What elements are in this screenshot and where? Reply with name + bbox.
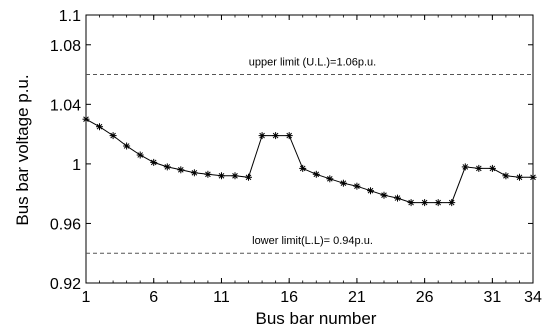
data-point [204,170,212,178]
asterisk-stroke [83,116,89,123]
asterisk-stroke [516,174,523,181]
data-point [394,194,401,202]
asterisk-stroke [503,172,509,179]
y-tick-label: 1 [72,157,81,174]
asterisk-stroke [110,132,116,139]
asterisk-stroke [177,166,184,173]
asterisk-stroke [381,192,387,199]
asterisk-stroke [408,199,414,206]
data-point [475,164,483,172]
x-tick-label: 21 [348,289,366,306]
asterisk-stroke [530,174,536,181]
series-line [85,118,533,204]
asterisk-stroke [96,123,103,130]
data-point [529,173,537,181]
data-point [258,132,266,140]
y-axis-title: Bus bar voltage p.u. [13,74,32,225]
data-point [421,199,429,207]
reference-line-label: lower limit(L.L)= 0.94p.u. [252,235,373,247]
asterisk-stroke [489,165,496,172]
asterisk-stroke [205,171,211,178]
data-point [82,115,90,123]
data-point [339,179,347,187]
data-point [285,132,293,140]
asterisk-stroke [245,174,252,181]
asterisk-stroke [435,199,442,206]
asterisk-stroke [340,180,347,187]
asterisk-stroke [421,199,428,206]
data-point [461,163,469,171]
data-point [150,158,158,166]
asterisk-stroke [448,199,455,206]
data-point [190,169,198,177]
y-tick-label: 0.96 [50,216,81,233]
asterisk-stroke [259,132,265,139]
data-point [448,199,456,207]
asterisk-stroke [394,195,401,201]
data-point [218,172,225,180]
data-point [163,163,171,171]
data-point [488,164,496,172]
data-point [353,182,361,190]
reference-line-label: upper limit (U.L.)=1.06p.u. [249,57,376,69]
asterisk-stroke [354,183,360,190]
asterisk-stroke [191,169,198,176]
asterisk-stroke [313,171,320,178]
data-point [231,172,239,180]
asterisk-stroke [150,159,157,166]
data-point [109,132,117,140]
asterisk-stroke [286,132,293,139]
data-point [407,199,415,207]
x-tick-label: 16 [280,289,298,306]
y-tick-label: 1.08 [50,38,81,55]
asterisk-stroke [272,132,279,139]
x-tick-label: 6 [149,289,158,306]
asterisk-stroke [232,172,238,179]
data-point [136,151,144,159]
asterisk-stroke [164,164,171,170]
data-point [312,170,320,178]
y-tick-label: 1.1 [59,8,81,25]
asterisk-stroke [299,165,306,172]
x-tick-label: 34 [524,289,542,306]
plot-frame [85,14,534,284]
x-tick-label: 11 [213,289,230,306]
asterisk-stroke [137,152,144,158]
asterisk-stroke [218,172,225,179]
data-point [245,173,252,181]
data-point [177,166,185,174]
data-point [367,187,374,195]
y-tick-label: 1.04 [50,97,81,114]
x-axis-title: Bus bar number [256,309,377,328]
data-point [516,173,523,181]
data-point [96,123,103,131]
data-point [502,172,510,180]
x-tick-label: 1 [82,289,91,306]
asterisk-stroke [123,143,130,149]
data-point [434,199,442,207]
x-tick-label: 31 [483,289,501,306]
asterisk-stroke [367,187,374,194]
asterisk-stroke [462,164,469,170]
y-tick-label: 0.92 [50,276,81,293]
asterisk-stroke [326,175,333,182]
asterisk-stroke [475,165,482,172]
data-point [123,142,131,150]
x-tick-label: 26 [416,289,434,306]
data-point [380,191,388,199]
data-point [299,164,307,172]
data-point [272,132,280,140]
data-point [326,175,334,183]
